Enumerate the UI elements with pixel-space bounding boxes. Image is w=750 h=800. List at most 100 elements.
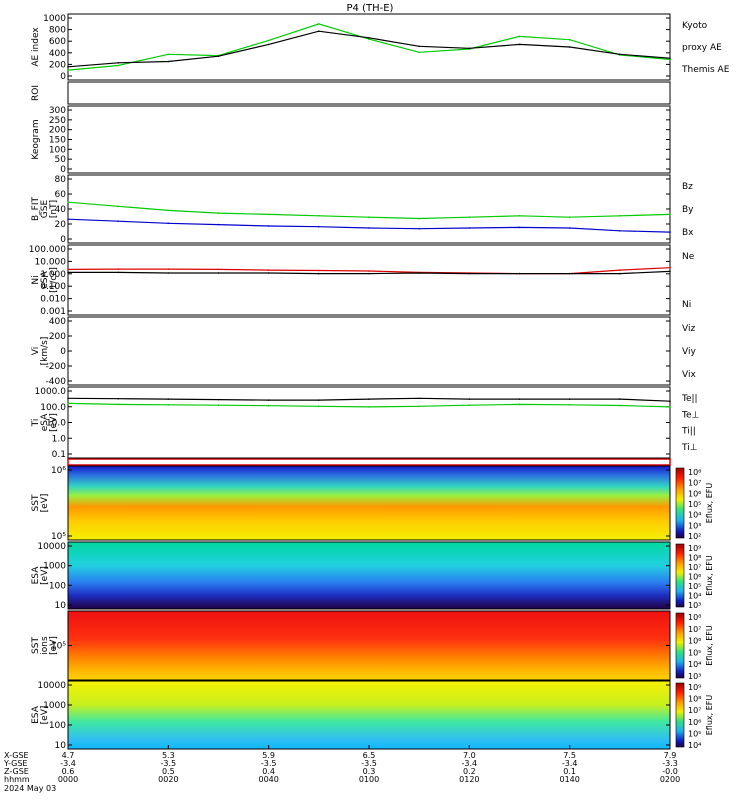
series-point [217, 268, 220, 271]
colorbar-tick-label: 10⁸ [688, 695, 701, 704]
y-tick-label-esa_e: 100 [49, 581, 66, 591]
colorbar-tick-label: 10⁶ [688, 489, 701, 498]
x-axis-value: -3.5 [161, 759, 177, 768]
series-point [468, 227, 471, 229]
panel-frame-sst_e [67, 465, 671, 541]
y-axis-label-esa_e: ESA[eV] [31, 566, 50, 585]
y-axis-label-line: SST [31, 637, 41, 654]
x-axis-value: 0200 [660, 775, 680, 784]
y-tick-label-density: 100.000 [29, 245, 66, 255]
series-point [619, 215, 621, 217]
series-point [619, 272, 621, 275]
y-axis-label-velocity: Vi[km/s] [31, 337, 50, 366]
series-point [418, 227, 421, 230]
x-axis-value: 4.7 [62, 751, 75, 760]
spectrogram-layer [67, 458, 671, 749]
series-point [217, 272, 220, 274]
series-point [468, 398, 471, 400]
series-point [167, 222, 170, 225]
series-line-bfit [67, 218, 671, 233]
y-tick-label-ae: 200 [49, 60, 66, 70]
series-point [568, 404, 571, 406]
y-axis-label-line: [eV] [49, 413, 59, 432]
series-point [117, 397, 119, 400]
panel-frame-keogram [67, 105, 671, 174]
colorbar-tick-label: 10⁸ [688, 613, 701, 622]
series-point [468, 272, 471, 275]
series-point [518, 398, 521, 400]
legend-label-ae: proxy AE [682, 43, 722, 53]
y-tick-label-ae: 400 [49, 49, 66, 59]
series-point [669, 57, 671, 59]
series-point [318, 272, 320, 275]
y-tick-label-temperature: 10.0 [46, 419, 66, 429]
series-point [217, 398, 220, 401]
series-point [368, 38, 370, 40]
y-tick-label-esa_e: 1000 [43, 562, 66, 572]
series-point [318, 399, 320, 401]
y-axis-label-bfit: B_FITGSE[nT] [31, 197, 59, 222]
y-tick-label-density: 0.100 [40, 282, 66, 292]
y-tick-label-bfit: 80 [55, 175, 67, 185]
series-point [67, 402, 69, 405]
y-tick-label-keogram: 250 [49, 116, 66, 126]
x-axis-value: -3.4 [562, 759, 578, 768]
chart-title: P4 (TH-E) [347, 3, 394, 14]
series-point [418, 272, 421, 274]
y-axis-label-line: Ni [31, 275, 41, 284]
y-tick-label-esa_i: 10 [55, 741, 67, 751]
y-tick-label-temperature: 1.0 [52, 434, 67, 444]
legend-label-bfit: Bz [682, 182, 693, 192]
series-point [468, 216, 471, 218]
legend-label-density: Ne [682, 252, 695, 262]
series-point [117, 220, 119, 222]
y-tick-label-keogram: 200 [49, 126, 66, 136]
series-point [117, 271, 119, 274]
x-axis-value: 5.3 [162, 751, 175, 760]
series-point [267, 213, 270, 216]
legend-label-bfit: By [682, 205, 694, 215]
series-point [267, 43, 270, 46]
series-point [217, 404, 220, 407]
y-tick-label-keogram: 300 [49, 106, 66, 116]
x-axis-value: -3.3 [662, 759, 678, 768]
series-point [518, 35, 521, 38]
y-axis-label-line: [nT] [49, 200, 59, 218]
spectrogram-esa_e [68, 542, 670, 609]
series-point [217, 55, 220, 57]
y-tick-label-keogram: 150 [49, 136, 66, 146]
y-axis-label-line: [eV] [40, 706, 50, 725]
series-point [418, 45, 421, 48]
series-point [368, 398, 370, 400]
series-point [167, 272, 170, 274]
y-axis-label-density: NieSA[1/cc] [31, 267, 59, 293]
legend-label-temperature: Te⊥ [681, 410, 700, 420]
x-axis-value: 7.5 [563, 751, 576, 760]
colorbar-tick-label: 10² [688, 532, 701, 541]
y-axis-label-line: [eV] [40, 566, 50, 585]
series-point [619, 398, 621, 400]
series-point [117, 205, 119, 208]
colorbar-3 [675, 682, 685, 748]
y-axis-label-sst_i: SSTions[eV] [31, 636, 59, 655]
series-point [368, 216, 370, 218]
colorbar-tick-label: 10⁴ [688, 511, 701, 520]
series-point [669, 266, 671, 269]
y-tick-label-velocity: 400 [49, 317, 66, 327]
x-axis-value: 0.2 [463, 767, 476, 776]
colorbar-label: Eflux, EFU [705, 483, 714, 524]
series-point [568, 398, 571, 400]
colorbar-2 [675, 612, 685, 679]
series-point [167, 398, 170, 400]
legend-label-temperature: Te|| [681, 394, 698, 404]
series-layer [67, 23, 671, 408]
y-tick-label-sst_e: 10⁵ [51, 532, 66, 542]
legend-label-ae: Kyoto [682, 21, 708, 31]
colorbar-1 [675, 543, 685, 608]
series-point [518, 215, 521, 217]
series-point [267, 272, 270, 274]
x-axis-row-label: hhmm [4, 775, 30, 784]
series-point [267, 39, 270, 42]
panel-frame-roi [67, 81, 671, 105]
